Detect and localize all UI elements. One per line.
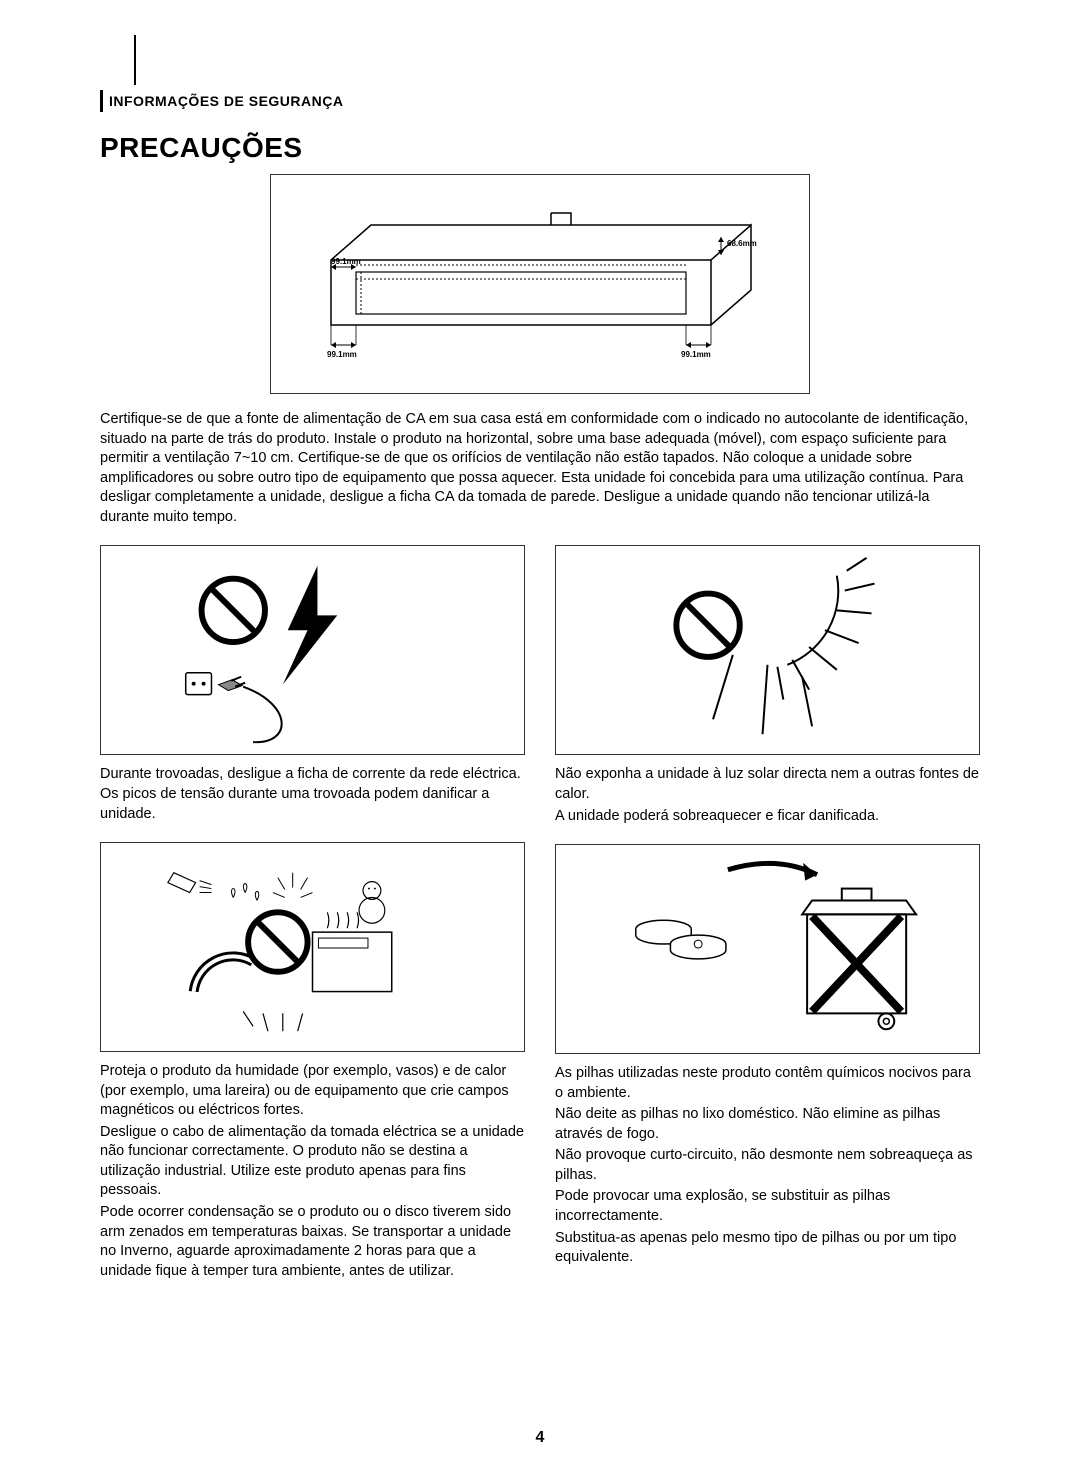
dim-right-side: 68.6mm xyxy=(727,239,757,248)
environment-figure xyxy=(100,842,525,1052)
battery-caption: As pilhas utilizadas neste produto contê… xyxy=(555,1064,980,1268)
environment-svg xyxy=(101,843,524,1051)
intro-paragraph: Certifique-se de que a fonte de alimenta… xyxy=(100,410,980,527)
section-header: INFORMAÇÕES DE SEGURANÇA xyxy=(100,90,980,112)
caption-text: Substitua-as apenas pelo mesmo tipo de p… xyxy=(555,1229,980,1268)
battery-svg xyxy=(556,845,979,1053)
section-label: INFORMAÇÕES DE SEGURANÇA xyxy=(109,93,343,109)
top-vertical-rule xyxy=(134,35,136,85)
section-bar xyxy=(100,90,103,112)
page-title: PRECAUÇÕES xyxy=(100,132,980,164)
left-column: Durante trovoadas, desligue a ficha de c… xyxy=(100,545,525,1299)
sunlight-caption: Não exponha a unidade à luz solar direct… xyxy=(555,765,980,826)
right-column: Não exponha a unidade à luz solar direct… xyxy=(555,545,980,1299)
caption-text: Proteja o produto da humidade (por exemp… xyxy=(100,1062,525,1121)
dim-left-bottom: 99.1mm xyxy=(327,350,357,359)
columns: Durante trovoadas, desligue a ficha de c… xyxy=(100,545,980,1299)
sunlight-svg xyxy=(556,546,979,754)
caption-text: Desligue o cabo de alimentação da tomada… xyxy=(100,1123,525,1201)
lightning-figure xyxy=(100,545,525,755)
caption-text: Pode ocorrer condensação se o produto ou… xyxy=(100,1203,525,1281)
clearance-svg xyxy=(271,175,811,395)
dim-right-bottom: 99.1mm xyxy=(681,350,711,359)
caption-text: Não provoque curto-circuito, não desmont… xyxy=(555,1146,980,1185)
caption-text: Não deite as pilhas no lixo doméstico. N… xyxy=(555,1105,980,1144)
environment-caption: Proteja o produto da humidade (por exemp… xyxy=(100,1062,525,1281)
caption-text: Pode provocar uma explosão, se substitui… xyxy=(555,1187,980,1226)
clearance-diagram: 99.1mm 99.1mm 99.1mm 68.6mm xyxy=(270,174,810,394)
battery-figure xyxy=(555,844,980,1054)
caption-text: Não exponha a unidade à luz solar direct… xyxy=(555,765,980,804)
caption-text: As pilhas utilizadas neste produto contê… xyxy=(555,1064,980,1103)
sunlight-figure xyxy=(555,545,980,755)
caption-text: A unidade poderá sobreaquecer e ficar da… xyxy=(555,807,980,827)
page-number: 4 xyxy=(0,1429,1080,1447)
dim-left-top: 99.1mm xyxy=(331,257,361,266)
lightning-caption: Durante trovoadas, desligue a ficha de c… xyxy=(100,765,525,824)
lightning-svg xyxy=(101,546,524,754)
caption-text: Durante trovoadas, desligue a ficha de c… xyxy=(100,765,525,824)
